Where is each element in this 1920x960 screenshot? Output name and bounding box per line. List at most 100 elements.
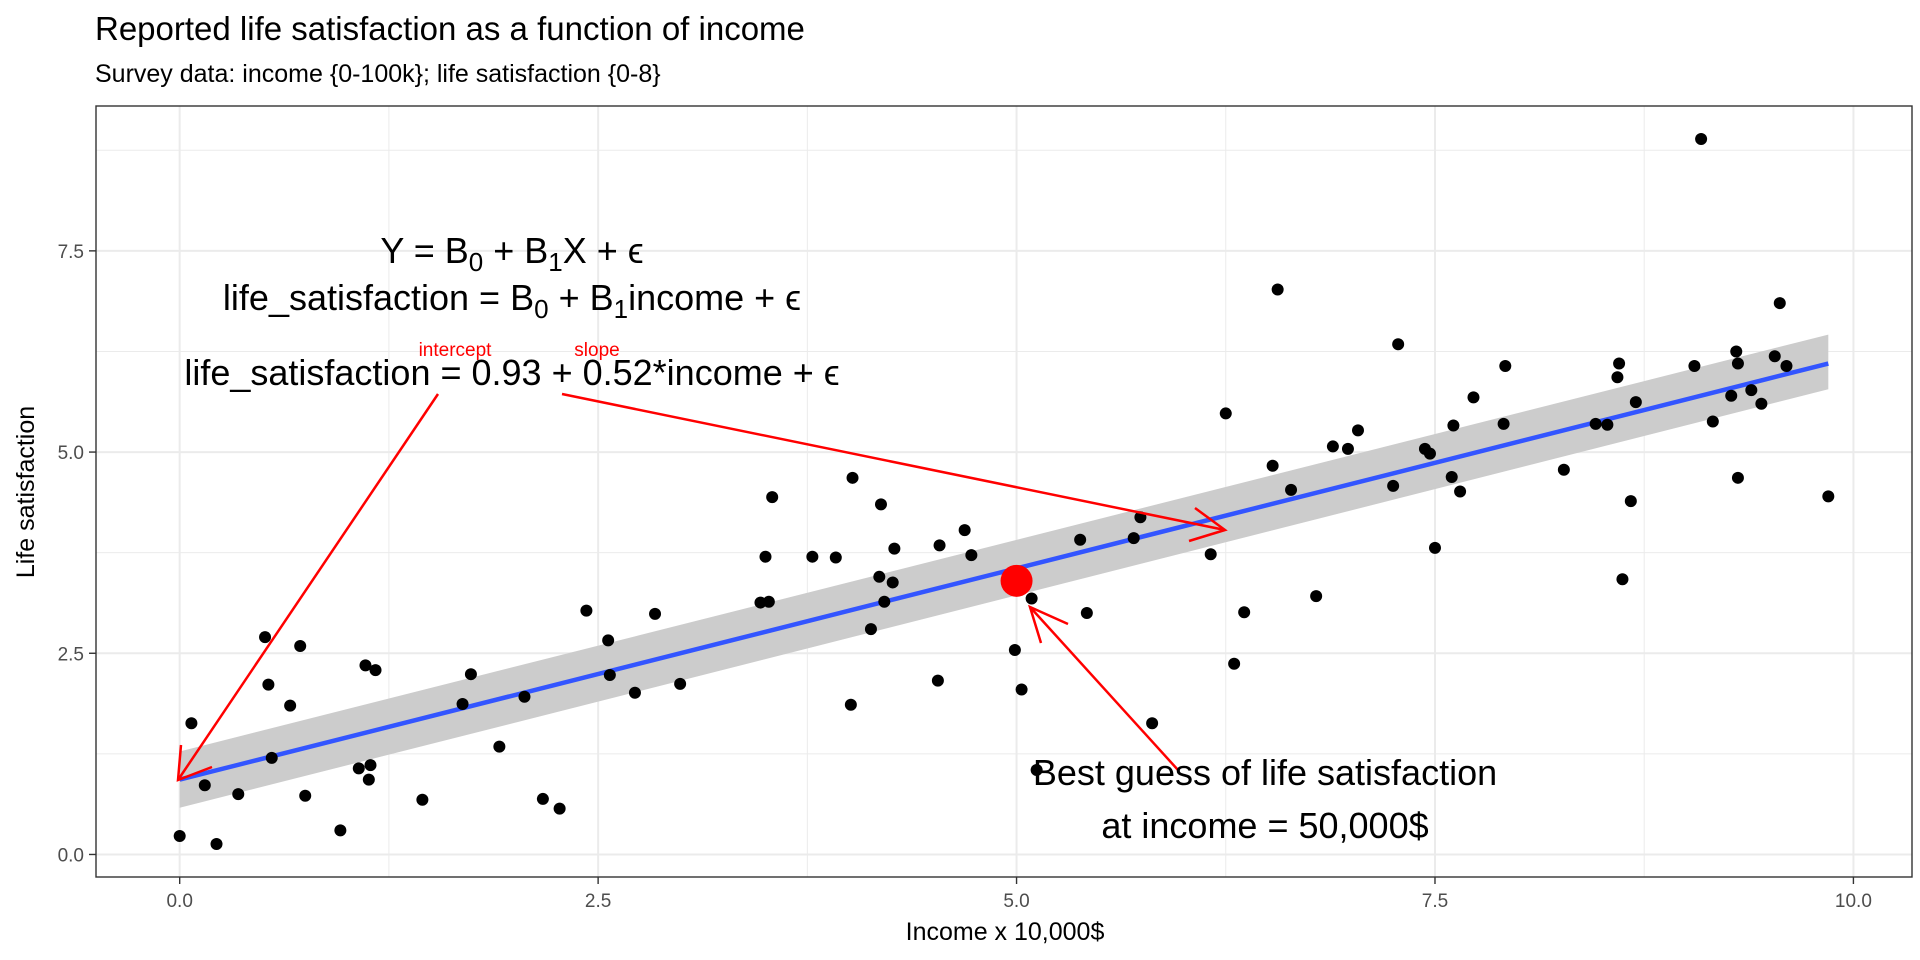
data-point (1428, 541, 1441, 554)
y-axis-title: Life satisfaction (12, 406, 40, 578)
data-point (1127, 532, 1140, 545)
data-point (1725, 389, 1738, 402)
data-point (1447, 419, 1460, 432)
data-point (1219, 407, 1232, 420)
panel-border (95, 105, 1913, 878)
data-point (628, 686, 641, 699)
data-point (1822, 490, 1835, 503)
data-point (603, 668, 616, 681)
data-point (262, 678, 275, 691)
data-point (1387, 479, 1400, 492)
data-point (1454, 485, 1467, 498)
equation-general: Y = B0 + B1X + ϵ (380, 230, 643, 277)
data-point (674, 677, 687, 690)
data-point (931, 674, 944, 687)
data-point (1613, 357, 1626, 370)
data-point (359, 659, 372, 672)
data-point (873, 570, 886, 583)
data-point (874, 498, 887, 511)
data-point (1392, 338, 1405, 351)
y-tick-label: 0.0 (58, 845, 84, 866)
data-point (299, 789, 312, 802)
data-point (806, 550, 819, 563)
annotations: Y = B0 + B1X + ϵ life_satisfaction = B0 … (176, 230, 1497, 846)
data-point (1706, 415, 1719, 428)
y-tick-label: 5.0 (58, 443, 84, 464)
best-guess-arrow-head (1028, 604, 1069, 644)
data-point (1497, 417, 1510, 430)
data-point (259, 631, 272, 644)
data-point (1589, 417, 1602, 430)
best-guess-point (1000, 564, 1033, 597)
data-point (1557, 463, 1570, 476)
data-point (1499, 359, 1512, 372)
data-point (362, 773, 375, 786)
data-point (294, 640, 307, 653)
data-point (1351, 424, 1364, 437)
data-point (334, 824, 347, 837)
data-point (1228, 657, 1241, 670)
slope-label: slope (574, 340, 619, 361)
data-point (965, 549, 978, 562)
intercept-label: intercept (419, 340, 493, 361)
intercept-arrow (176, 393, 440, 781)
data-point (265, 751, 278, 764)
intercept-arrow-head (176, 744, 213, 782)
chart-subtitle: Survey data: income {0-100k}; life satis… (95, 60, 661, 88)
data-point (416, 793, 429, 806)
data-point (464, 668, 477, 681)
data-point (1015, 683, 1028, 696)
data-point (1768, 350, 1781, 363)
data-point (1008, 644, 1021, 657)
data-point (580, 604, 593, 617)
data-point (1025, 592, 1038, 605)
best-guess-arrow (1029, 606, 1179, 771)
data-point (1326, 440, 1339, 453)
best-guess-label-line2: at income = 50,000$ (1101, 805, 1428, 846)
data-point (456, 697, 469, 710)
x-axis-title: Income x 10,000$ (906, 918, 1105, 946)
grid-major-lines (96, 106, 1912, 877)
data-point (649, 607, 662, 620)
data-point (1731, 357, 1744, 370)
data-point (1730, 345, 1743, 358)
data-point (553, 802, 566, 815)
data-point (1601, 418, 1614, 431)
x-tick-label: 0.0 (166, 891, 192, 912)
data-point (1146, 717, 1159, 730)
data-point (1731, 471, 1744, 484)
data-point (1080, 607, 1093, 620)
data-point (1629, 396, 1642, 409)
best-guess-label-line1: Best guess of life satisfaction (1033, 752, 1497, 793)
data-point (536, 792, 549, 805)
data-point (185, 717, 198, 730)
data-point (1773, 297, 1786, 310)
data-point (933, 539, 946, 552)
data-point (864, 623, 877, 636)
data-point (1238, 606, 1251, 619)
data-point (762, 595, 775, 608)
data-point (1074, 533, 1087, 546)
data-point (1285, 483, 1298, 496)
data-point (886, 576, 899, 589)
data-point (958, 524, 971, 537)
y-tick-label: 2.5 (58, 644, 84, 665)
data-point (1271, 283, 1284, 296)
data-point (364, 759, 377, 772)
equation-named: life_satisfaction = B0 + B1income + ϵ (223, 277, 801, 324)
x-tick-label: 10.0 (1835, 891, 1872, 912)
data-points (173, 132, 1835, 851)
y-tick-label: 7.5 (58, 242, 84, 263)
y-axis-ticks: 0.0 2.5 5.0 7.5 (58, 242, 96, 866)
data-point (232, 788, 245, 801)
data-point (493, 740, 506, 753)
equation-fitted: life_satisfaction = 0.93 + 0.52*income +… (184, 352, 839, 393)
data-point (888, 542, 901, 555)
data-point (173, 829, 186, 842)
data-point (1688, 359, 1701, 372)
data-point (1204, 548, 1217, 561)
data-point (1616, 573, 1629, 586)
data-point (766, 491, 779, 504)
data-point (518, 690, 531, 703)
